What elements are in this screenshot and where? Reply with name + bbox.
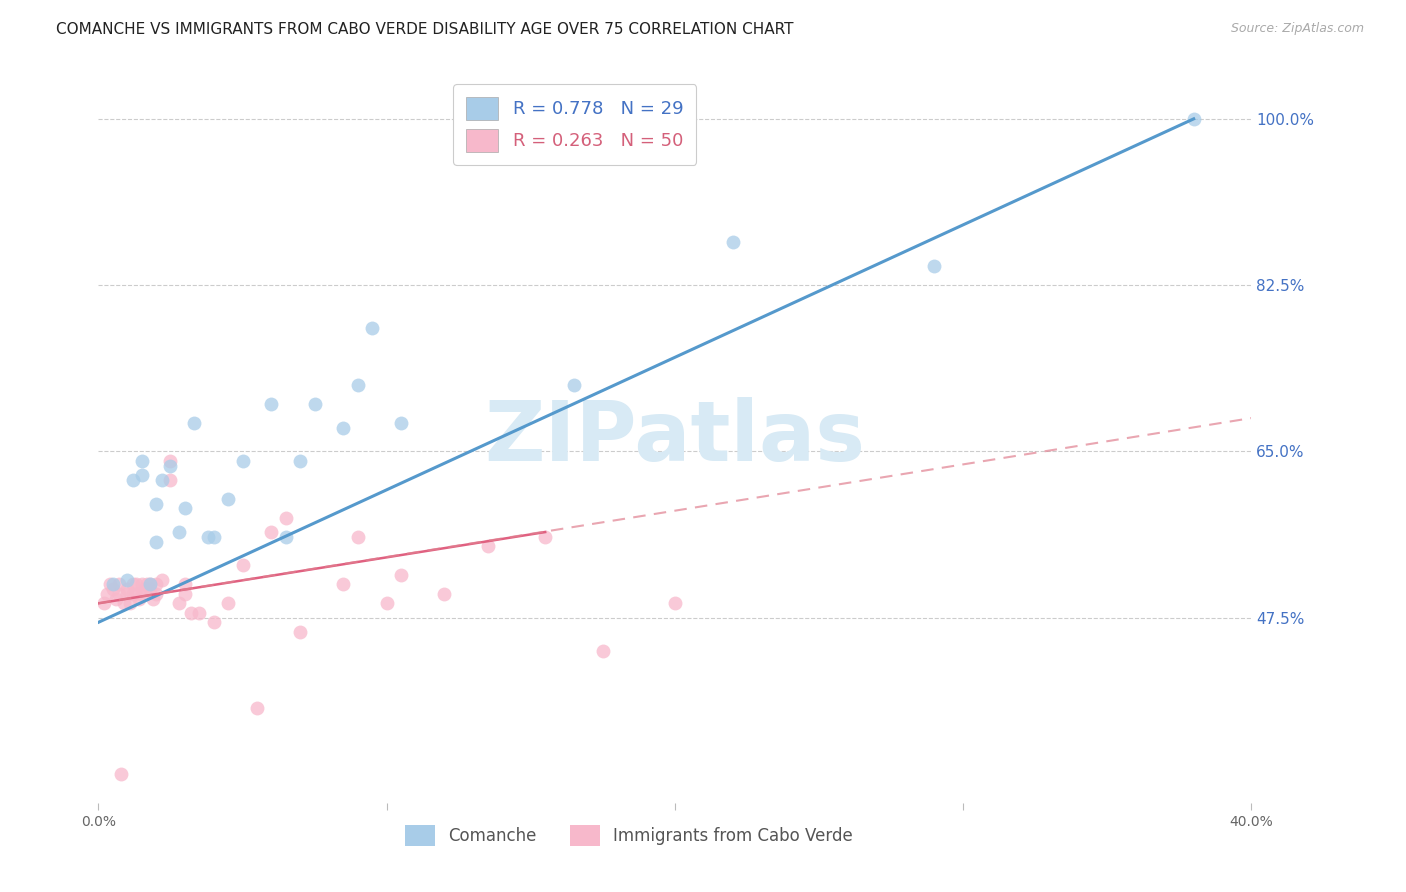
Point xyxy=(174,501,197,516)
Point xyxy=(217,596,239,610)
Point xyxy=(346,530,368,544)
Point xyxy=(145,497,167,511)
Point xyxy=(107,587,129,601)
Point xyxy=(304,397,326,411)
Point xyxy=(174,587,197,601)
Point xyxy=(202,530,225,544)
Point xyxy=(112,596,135,610)
Point xyxy=(120,596,142,610)
Point xyxy=(346,377,368,392)
Point xyxy=(260,397,283,411)
Point xyxy=(332,420,354,434)
Legend: Comanche, Immigrants from Cabo Verde: Comanche, Immigrants from Cabo Verde xyxy=(398,818,859,853)
Point xyxy=(562,377,585,392)
Point xyxy=(217,491,239,506)
Point xyxy=(332,577,354,591)
Point xyxy=(96,587,118,601)
Point xyxy=(101,577,124,591)
Point xyxy=(361,321,384,335)
Point xyxy=(188,606,211,620)
Point xyxy=(389,567,412,582)
Point xyxy=(231,454,254,468)
Point xyxy=(145,587,167,601)
Point xyxy=(131,577,153,591)
Point xyxy=(101,582,124,596)
Point xyxy=(104,591,127,606)
Point xyxy=(107,577,129,591)
Point xyxy=(721,235,744,250)
Text: ZIPatlas: ZIPatlas xyxy=(485,397,865,477)
Point xyxy=(122,587,145,601)
Point xyxy=(139,577,162,591)
Point xyxy=(125,577,148,591)
Point xyxy=(477,539,499,553)
Point xyxy=(131,587,153,601)
Point xyxy=(592,644,614,658)
Point xyxy=(290,454,312,468)
Point xyxy=(180,606,202,620)
Point xyxy=(139,582,162,596)
Point xyxy=(134,582,156,596)
Point xyxy=(122,577,145,591)
Point xyxy=(117,582,139,596)
Point xyxy=(290,624,312,639)
Point xyxy=(246,701,269,715)
Point xyxy=(159,473,181,487)
Point xyxy=(159,458,181,473)
Point xyxy=(534,530,557,544)
Point xyxy=(125,587,148,601)
Point xyxy=(375,596,398,610)
Point xyxy=(142,591,165,606)
Point xyxy=(167,596,190,610)
Point xyxy=(117,573,139,587)
Point xyxy=(150,473,173,487)
Point xyxy=(1182,112,1205,126)
Point xyxy=(664,596,686,610)
Point xyxy=(174,577,197,591)
Point xyxy=(389,416,412,430)
Point xyxy=(183,416,205,430)
Point xyxy=(924,259,946,273)
Point xyxy=(433,587,456,601)
Text: COMANCHE VS IMMIGRANTS FROM CABO VERDE DISABILITY AGE OVER 75 CORRELATION CHART: COMANCHE VS IMMIGRANTS FROM CABO VERDE D… xyxy=(56,22,794,37)
Point xyxy=(131,468,153,483)
Text: Source: ZipAtlas.com: Source: ZipAtlas.com xyxy=(1230,22,1364,36)
Point xyxy=(231,558,254,573)
Point xyxy=(110,767,132,781)
Point xyxy=(202,615,225,630)
Point xyxy=(117,587,139,601)
Point xyxy=(197,530,219,544)
Point xyxy=(159,454,181,468)
Point xyxy=(139,577,162,591)
Point xyxy=(274,511,297,525)
Point xyxy=(131,454,153,468)
Point xyxy=(128,591,150,606)
Point xyxy=(167,524,190,539)
Point xyxy=(136,577,159,591)
Point xyxy=(150,573,173,587)
Point xyxy=(145,577,167,591)
Point xyxy=(93,596,115,610)
Point xyxy=(260,524,283,539)
Point xyxy=(145,534,167,549)
Point xyxy=(274,530,297,544)
Point xyxy=(122,473,145,487)
Point xyxy=(98,577,121,591)
